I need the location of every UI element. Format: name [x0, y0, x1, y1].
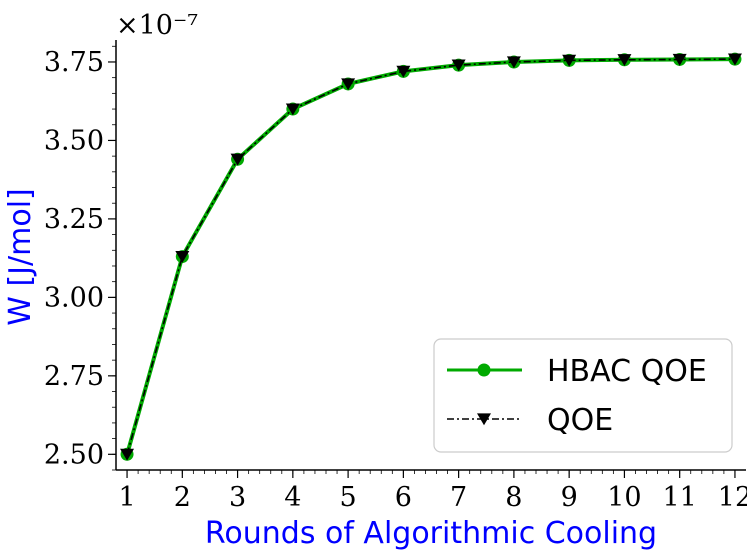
series-line-qoe — [126, 58, 735, 455]
legend-label-qoe: QOE — [547, 403, 613, 438]
data-point-qoe — [341, 78, 356, 91]
x-tick-label: 2 — [174, 482, 191, 513]
x-tick-label: 3 — [229, 482, 246, 513]
data-point-qoe — [396, 65, 411, 78]
y-tick-label: 3.25 — [44, 204, 104, 235]
major-ticks — [108, 61, 736, 478]
legend: HBAC QOE QOE — [433, 338, 733, 453]
x-tick-label: 11 — [663, 482, 697, 513]
x-tick-label: 12 — [718, 482, 747, 513]
x-tick-label: 4 — [284, 482, 301, 513]
data-point-qoe — [230, 153, 245, 166]
data-point-qoe — [727, 53, 742, 66]
data-point-qoe — [506, 56, 521, 69]
axes — [115, 40, 746, 471]
data-point-qoe — [120, 448, 135, 461]
y-tick-label: 2.50 — [44, 439, 104, 470]
x-tick-label: 1 — [118, 482, 135, 513]
legend-marker-hbac-qoe — [477, 363, 491, 377]
x-tick-label: 10 — [607, 482, 641, 513]
x-tick-label: 6 — [395, 482, 412, 513]
series-layer — [120, 52, 742, 461]
data-point-qoe — [562, 54, 577, 67]
y-tick-label: 2.75 — [44, 361, 104, 392]
y-exponent-label: ×10⁻⁷ — [116, 10, 198, 41]
data-point-qoe — [617, 54, 632, 67]
x-tick-label: 7 — [450, 482, 467, 513]
legend-entry-qoe: QOE — [447, 403, 613, 438]
tick-labels: 1 2 3 4 5 6 7 8 9 10 11 122.502.753.003.253.503.75 — [44, 47, 747, 513]
y-tick-label: 3.50 — [44, 125, 104, 156]
legend-label-hbac-qoe: HBAC QOE — [547, 354, 707, 389]
x-tick-label: 9 — [561, 482, 578, 513]
x-tick-label: 5 — [340, 482, 357, 513]
legend-box — [433, 338, 733, 453]
x-axis-label: Rounds of Algorithmic Cooling — [205, 516, 657, 551]
y-axis-label: W [J/mol] — [3, 188, 38, 325]
data-point-qoe — [451, 59, 466, 72]
y-tick-label: 3.75 — [44, 47, 104, 78]
data-point-qoe — [285, 103, 300, 116]
y-tick-label: 3.00 — [44, 282, 104, 313]
legend-entry-hbac-qoe: HBAC QOE — [447, 354, 707, 389]
x-tick-label: 8 — [505, 482, 522, 513]
legend-marker-qoe — [477, 413, 491, 426]
data-point-qoe — [175, 250, 190, 263]
data-point-qoe — [672, 53, 687, 66]
